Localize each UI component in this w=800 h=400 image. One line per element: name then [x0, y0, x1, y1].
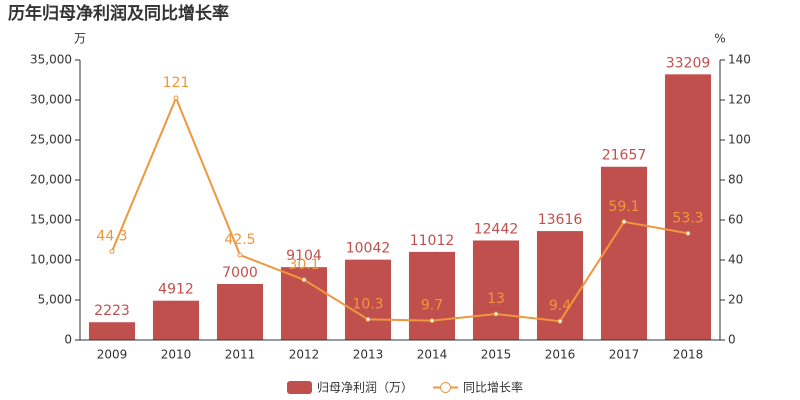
y2-tick-label: 120 — [728, 93, 751, 107]
x-tick-label: 2013 — [353, 348, 384, 362]
point — [493, 311, 499, 317]
x-tick-label: 2014 — [417, 348, 448, 362]
legend-swatch — [287, 381, 312, 394]
point — [301, 277, 307, 283]
x-tick-label: 2010 — [161, 348, 192, 362]
y-tick-label: 10,000 — [30, 253, 72, 267]
y2-unit: % — [714, 32, 725, 46]
legend-label: 归母净利润（万） — [317, 381, 413, 395]
y-tick-label: 30,000 — [30, 93, 72, 107]
bar-label: 2223 — [94, 303, 130, 319]
y2-tick-label: 60 — [728, 213, 743, 227]
bar-label: 33209 — [666, 55, 711, 71]
line-label: 9.7 — [421, 298, 443, 314]
x-tick-label: 2012 — [289, 348, 320, 362]
bar-label: 9104 — [286, 248, 322, 264]
bar — [344, 259, 392, 340]
x-tick-label: 2017 — [609, 348, 640, 362]
legend-label: 同比增长率 — [463, 380, 523, 395]
y-tick-label: 35,000 — [30, 53, 72, 67]
y2-tick-label: 80 — [728, 173, 743, 187]
point — [429, 318, 435, 324]
bar-label: 12442 — [474, 221, 519, 237]
chart-title: 历年归母净利润及同比增长率 — [8, 3, 229, 24]
bar-label: 7000 — [222, 265, 258, 281]
bar-label: 4912 — [158, 282, 194, 298]
legend-point — [440, 382, 452, 393]
line-label: 30.1 — [288, 257, 319, 273]
point — [365, 316, 371, 322]
line-label: 44.3 — [96, 228, 127, 244]
y2-tick-label: 0 — [728, 333, 736, 347]
bar — [408, 251, 456, 340]
line-label: 53.3 — [672, 210, 703, 226]
y2-tick-label: 40 — [728, 253, 743, 267]
point — [557, 318, 563, 324]
line-label: 9.4 — [549, 298, 571, 314]
y-unit: 万 — [74, 32, 86, 46]
x-tick-label: 2018 — [673, 348, 704, 362]
line-label: 10.3 — [352, 296, 383, 312]
bar-label: 21657 — [602, 148, 647, 164]
y-tick-label: 0 — [64, 333, 72, 347]
y2-tick-label: 20 — [728, 293, 743, 307]
bar — [152, 300, 200, 340]
line-label: 121 — [163, 75, 190, 91]
y-tick-label: 15,000 — [30, 213, 72, 227]
point — [237, 252, 243, 258]
line-label: 42.5 — [224, 232, 255, 248]
bar — [88, 322, 136, 340]
bar-label: 13616 — [538, 212, 583, 228]
bar-label: 11012 — [410, 233, 455, 249]
point — [173, 95, 179, 101]
bar — [664, 74, 712, 340]
x-tick-label: 2011 — [225, 348, 256, 362]
bar-label: 10042 — [346, 241, 391, 257]
x-tick-label: 2009 — [97, 348, 128, 362]
bar — [600, 166, 648, 340]
y2-tick-label: 100 — [728, 133, 751, 147]
y2-tick-label: 140 — [728, 53, 751, 67]
bar — [472, 240, 520, 340]
y-tick-label: 20,000 — [30, 173, 72, 187]
line — [111, 95, 689, 323]
line-label: 59.1 — [608, 199, 639, 215]
point — [109, 248, 115, 254]
point — [621, 219, 627, 225]
y-tick-label: 5,000 — [38, 293, 72, 307]
bar — [216, 284, 264, 340]
point — [685, 230, 691, 236]
x-tick-label: 2015 — [481, 348, 512, 362]
x-tick-label: 2016 — [545, 348, 576, 362]
line-label: 13 — [487, 291, 505, 307]
y-tick-label: 25,000 — [30, 133, 72, 147]
